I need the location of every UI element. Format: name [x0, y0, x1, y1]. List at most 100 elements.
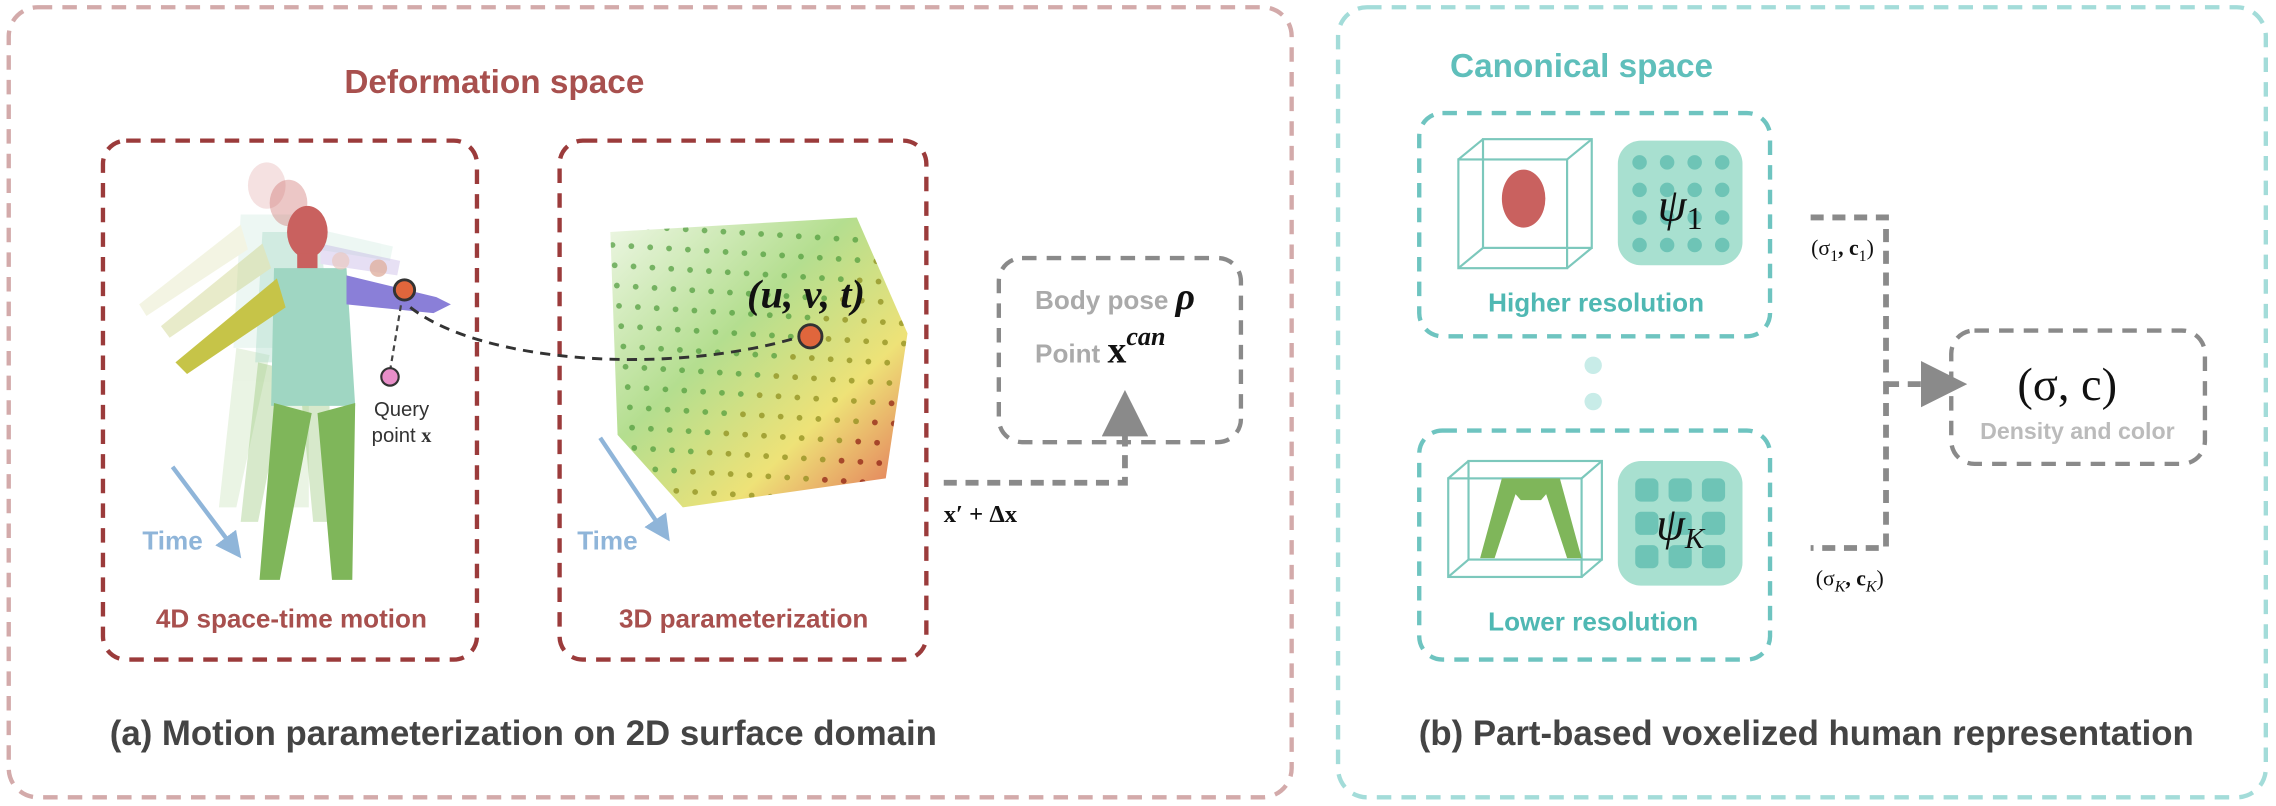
voxel-cell — [1701, 545, 1726, 569]
voxel-cell — [1635, 511, 1659, 535]
t: ) — [1877, 567, 1884, 591]
surface-dot — [653, 305, 660, 312]
surface-dot — [669, 447, 675, 454]
surface-dot — [651, 284, 658, 291]
surface-dot — [890, 420, 897, 427]
surface-dot — [905, 381, 908, 388]
surface-dot — [863, 338, 870, 345]
surface-dot — [683, 407, 690, 414]
voxel-cell — [1668, 478, 1692, 502]
surface-dot — [835, 256, 842, 262]
surface-dot — [758, 231, 764, 237]
surface-dot — [750, 331, 757, 338]
surface-dot — [677, 347, 683, 353]
surface-dot — [836, 437, 843, 444]
surface-dot — [720, 228, 727, 235]
surface-dot — [876, 460, 883, 466]
surface-dot — [771, 352, 778, 359]
surface-dot — [681, 387, 688, 394]
high-label: Higher resolution — [1488, 288, 1704, 318]
surface-dot — [708, 469, 715, 476]
voxel-cell — [1668, 511, 1692, 535]
query-link — [388, 301, 403, 372]
surface-dot — [794, 394, 801, 401]
surface-dot — [761, 432, 767, 439]
surface-dot — [758, 412, 765, 419]
surface-dot — [725, 450, 732, 457]
surface-dot — [684, 246, 691, 253]
surface-dot — [777, 232, 783, 239]
surface-dot — [819, 456, 826, 463]
surface-dot — [727, 289, 733, 296]
surface-dot — [829, 376, 836, 383]
surface-dot — [914, 462, 920, 468]
t: , c — [1845, 567, 1866, 591]
t: 1 — [1830, 248, 1838, 265]
pose-symbol: ρ — [1175, 276, 1195, 318]
surface-dot — [624, 384, 631, 390]
surface-dot — [622, 363, 629, 370]
high-cube — [1457, 138, 1593, 270]
surface-dot — [775, 393, 782, 400]
surface-dot — [882, 339, 888, 346]
surface-dot — [900, 340, 907, 347]
surface-dot — [663, 225, 670, 232]
query-point-moving — [392, 278, 417, 302]
query-label: point x — [372, 425, 433, 447]
surface-dot — [690, 468, 696, 475]
trail-point — [369, 259, 388, 277]
surface-dot — [875, 278, 882, 285]
surface-dot — [877, 298, 884, 305]
surface-dot — [741, 250, 748, 257]
psi-tile-high — [1617, 140, 1743, 266]
surface-dot — [865, 358, 872, 365]
voxel-dot — [1659, 155, 1675, 170]
surface-dot — [706, 268, 712, 274]
surface-dot — [658, 345, 664, 352]
param-label: 3D parameterization — [619, 604, 868, 634]
surface-dot — [855, 438, 862, 445]
surface-dot — [813, 395, 820, 402]
surface-dot — [687, 267, 693, 273]
surface-dot — [748, 492, 755, 499]
query-label: Query — [374, 399, 430, 421]
surface-dot — [800, 273, 807, 280]
surface-dot — [760, 251, 767, 258]
surface-dot — [616, 302, 622, 309]
surface-dot — [649, 264, 656, 271]
surface-dot — [814, 234, 821, 241]
motion-box — [100, 138, 480, 662]
surface-dot — [743, 270, 750, 277]
surface-dot — [637, 324, 643, 331]
voxel-cell — [1635, 478, 1659, 502]
surface-dot — [689, 287, 696, 294]
t: 1 — [1859, 248, 1867, 265]
surface-dot — [787, 333, 794, 340]
surface-dot — [899, 501, 906, 508]
surface-dot — [816, 254, 823, 261]
time-label: Time — [142, 525, 202, 555]
surface-dot — [857, 458, 864, 465]
surface-dot — [825, 336, 832, 342]
surface-dot — [842, 498, 849, 505]
panel-b-title: Canonical space — [1450, 48, 1713, 85]
voxel-cell — [1701, 478, 1726, 502]
surface-dot — [693, 327, 700, 334]
surface-dot — [767, 493, 774, 500]
surface-dot — [754, 371, 761, 378]
offset-arrow — [943, 389, 1149, 486]
psi-high: ψ1 — [1658, 180, 1703, 236]
param-box — [557, 138, 929, 662]
surface-dot — [871, 238, 878, 244]
surface-dot — [821, 295, 828, 302]
surface-dot — [852, 236, 859, 243]
voxel-grid-low — [1635, 478, 1726, 569]
ellipsis-dot — [1584, 392, 1602, 411]
surface-dot — [912, 442, 918, 448]
surface-dot — [700, 388, 707, 395]
query-point — [380, 367, 400, 387]
surface-dot — [746, 472, 753, 479]
surface-dot — [679, 367, 685, 374]
surface-dot — [632, 283, 639, 290]
